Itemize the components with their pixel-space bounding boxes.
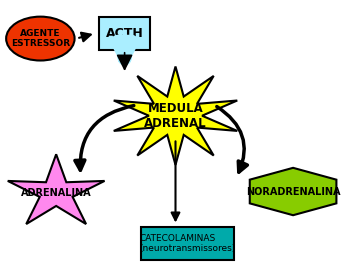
Polygon shape <box>114 66 237 165</box>
Text: CATECOLAMINAS
(neurotransmissores): CATECOLAMINAS (neurotransmissores) <box>140 234 236 253</box>
Polygon shape <box>8 154 105 224</box>
FancyBboxPatch shape <box>141 227 234 260</box>
Text: ACTH: ACTH <box>106 27 144 40</box>
FancyBboxPatch shape <box>99 16 150 50</box>
Polygon shape <box>250 168 336 215</box>
Text: MEDULA
ADRENAL: MEDULA ADRENAL <box>144 102 207 130</box>
Ellipse shape <box>6 17 75 60</box>
Text: AGENTE
ESTRESSOR: AGENTE ESTRESSOR <box>11 29 70 48</box>
Text: NORADRENALINA: NORADRENALINA <box>246 186 340 197</box>
Text: ADRENALINA: ADRENALINA <box>21 188 92 198</box>
